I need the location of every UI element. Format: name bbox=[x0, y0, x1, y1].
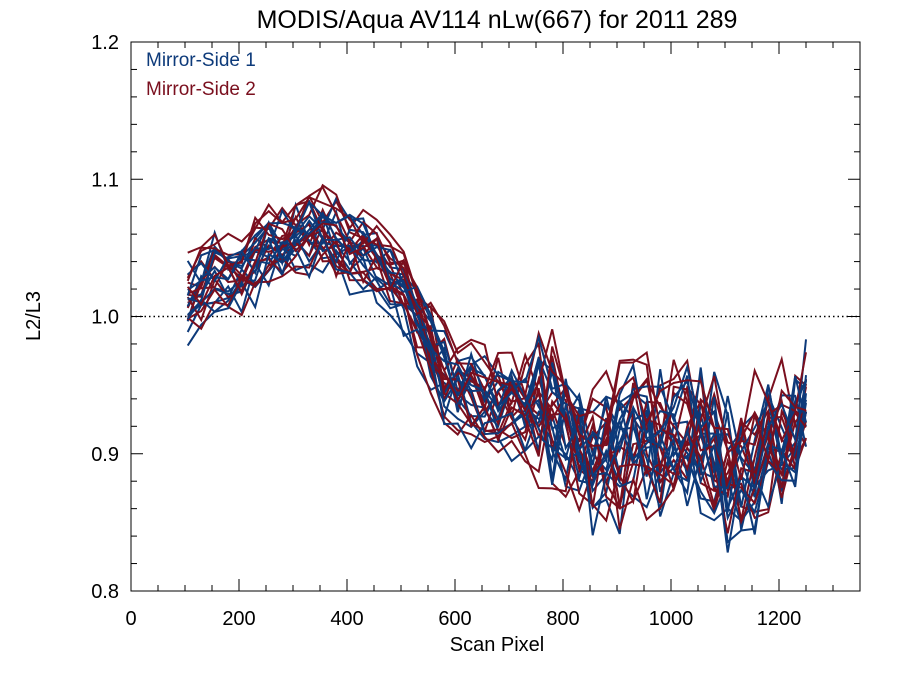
legend: Mirror-Side 1 Mirror-Side 2 bbox=[146, 50, 256, 100]
series-line-mirror-side-2 bbox=[186, 229, 807, 514]
legend-entry-mirror-side-2: Mirror-Side 2 bbox=[146, 79, 256, 100]
y-tick-label: 1.2 bbox=[91, 32, 119, 54]
plot-area: 0 200 400 600 800 1000 1200 0.8 0.9 1.0 1.1 1.2 bbox=[91, 32, 861, 630]
y-axis-label: L2/L3 bbox=[23, 291, 45, 341]
series-lines bbox=[186, 183, 807, 553]
series-line-mirror-side-1 bbox=[187, 213, 807, 512]
y-tick-label: 1.1 bbox=[91, 169, 119, 191]
x-tick-label: 200 bbox=[222, 608, 255, 630]
x-tick-label: 600 bbox=[438, 608, 471, 630]
series-line-mirror-side-1 bbox=[186, 234, 807, 553]
y-tick-label: 0.8 bbox=[91, 581, 119, 603]
series-line-mirror-side-2 bbox=[186, 222, 807, 481]
y-tick-label: 0.9 bbox=[91, 444, 119, 466]
series-line-mirror-side-1 bbox=[186, 199, 807, 490]
x-tick-label: 800 bbox=[546, 608, 579, 630]
x-tick-label: 1200 bbox=[757, 608, 802, 630]
legend-entry-mirror-side-1: Mirror-Side 1 bbox=[146, 50, 256, 71]
series-line-mirror-side-2 bbox=[186, 183, 807, 492]
y-tick-label: 1.0 bbox=[91, 307, 119, 329]
x-tick-label: 0 bbox=[125, 608, 136, 630]
series-line-mirror-side-2 bbox=[187, 234, 807, 526]
x-axis-label: Scan Pixel bbox=[450, 634, 545, 656]
x-tick-label: 1000 bbox=[649, 608, 694, 630]
x-tick-label: 400 bbox=[330, 608, 363, 630]
chart-title: MODIS/Aqua AV114 nLw(667) for 2011 289 bbox=[257, 6, 738, 34]
series-line-mirror-side-2 bbox=[187, 196, 807, 472]
